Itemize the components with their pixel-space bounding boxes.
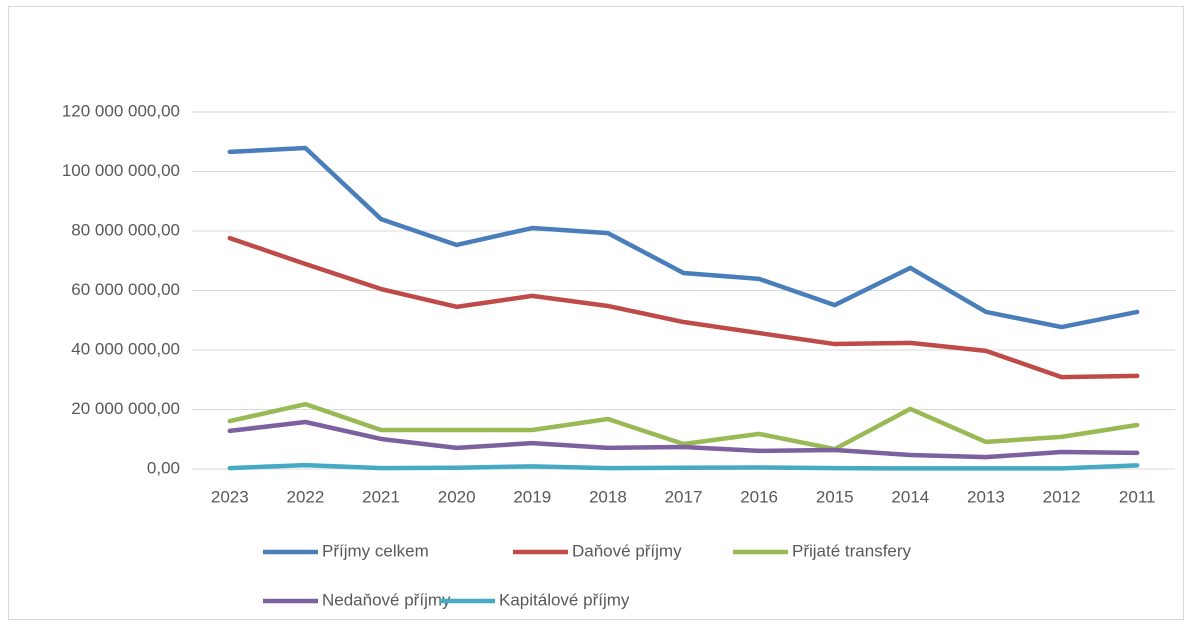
x-tick-label: 2016 [740,487,778,506]
series-line [227,419,1140,460]
x-tick-label: 2014 [891,487,929,506]
x-tick-label: 2018 [589,487,627,506]
series-line [227,145,1140,330]
legend-label: Přijaté transfery [792,541,912,560]
x-tick-label: 2013 [967,487,1005,506]
series-line [227,235,1140,380]
legend-label: Daňové příjmy [572,541,682,560]
x-tick-label: 2012 [1043,487,1081,506]
y-tick-label: 60 000 000,00 [71,280,180,299]
legend-label: Nedaňové příjmy [322,590,451,609]
x-tick-label: 2022 [287,487,325,506]
x-tick-label: 2021 [362,487,400,506]
x-tick-label: 2019 [513,487,551,506]
chart-frame [8,6,1184,620]
y-tick-label: 20 000 000,00 [71,399,180,418]
x-tick-label: 2020 [438,487,476,506]
x-tick-label: 2011 [1119,487,1156,506]
y-tick-label: 120 000 000,00 [62,101,180,120]
y-tick-label: 80 000 000,00 [71,220,180,239]
legend-label: Příjmy celkem [322,541,429,560]
series-line [227,462,1140,471]
x-tick-label: 2015 [816,487,854,506]
y-tick-label: 40 000 000,00 [71,339,180,358]
legend-label: Kapitálové příjmy [499,590,630,609]
y-tick-label: 0,00 [147,458,180,477]
x-tick-label: 2017 [665,487,703,506]
y-tick-label: 100 000 000,00 [62,161,180,180]
series-line [227,401,1140,452]
x-tick-label: 2023 [211,487,249,506]
